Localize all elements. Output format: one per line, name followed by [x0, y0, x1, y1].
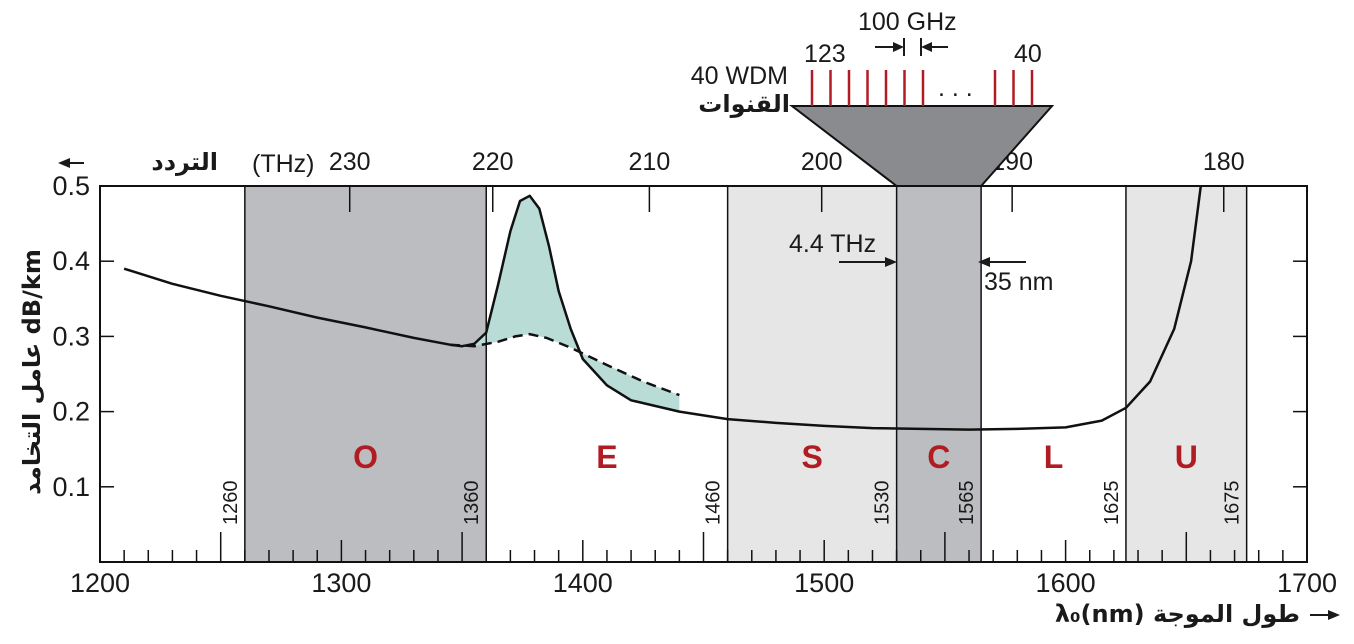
band-label-c: C: [927, 439, 950, 475]
top-tick-label: 230: [329, 148, 371, 176]
x-tick-label: 1300: [311, 568, 371, 598]
first-channels-label: 123: [804, 40, 846, 68]
band-region-c: [896, 186, 982, 562]
axis-labels: 1200 1300 1400 1500 1600 1700 0.1 0.2 0.3 0.4 0.5 1…: [52, 148, 1337, 598]
x-tick-label: 1400: [553, 568, 613, 598]
band-region-u: [1125, 186, 1247, 562]
band-region-o: [244, 186, 487, 562]
y-tick-label: 0.5: [52, 171, 90, 201]
top-tick-label: 180: [1203, 148, 1245, 176]
wdm-channel-diagram: [789, 70, 1055, 187]
c-band-thz-arrow: [839, 257, 897, 267]
x-axis-title: λ₀(nm) طول الموجة: [1055, 600, 1300, 628]
top-tick-label: 220: [472, 148, 514, 176]
top-axis-arrow: [58, 158, 84, 168]
wdm-funnel: [789, 105, 1055, 187]
y-axis-title: عامل التخامد dB/km: [18, 249, 46, 495]
x-tick-label: 1500: [794, 568, 854, 598]
band-edge-label: 1675: [1222, 481, 1244, 526]
top-axis-title: التردد: [151, 148, 218, 176]
band-edge-label: 1460: [703, 481, 725, 526]
y-tick-label: 0.1: [52, 472, 90, 502]
x-tick-label: 1700: [1277, 568, 1337, 598]
axis-ticks: [100, 185, 1307, 562]
channel-ellipsis: . . .: [938, 74, 973, 102]
channel-spacing-arrows: [875, 38, 948, 56]
band-label-s: S: [801, 439, 822, 475]
c-band-nm-annotation: 35 nm: [984, 268, 1053, 296]
y-tick-label: 0.2: [52, 397, 90, 427]
channel-spacing-label: 100 GHz: [858, 8, 957, 36]
top-tick-label: 200: [801, 148, 843, 176]
y-tick-label: 0.4: [52, 246, 90, 276]
y-tick-label: 0.3: [52, 321, 90, 351]
band-label-o: O: [353, 439, 378, 475]
x-tick-label: 1200: [70, 568, 130, 598]
band-edge-label: 1530: [872, 481, 894, 526]
last-channel-label: 40: [1014, 40, 1042, 68]
band-label-l: L: [1044, 439, 1064, 475]
top-axis-unit: (THz): [252, 150, 314, 178]
channels-word-label: القنوات: [698, 90, 790, 118]
band-edge-label: 1360: [461, 481, 483, 526]
x-axis-arrow: [1310, 610, 1340, 620]
attenuation-curve-solid: [123, 185, 1203, 431]
band-edge-label: 1260: [220, 481, 242, 526]
band-regions: [244, 186, 1247, 562]
c-band-thz-annotation: 4.4 THz: [789, 230, 876, 258]
top-tick-label: 210: [629, 148, 671, 176]
band-label-e: E: [596, 439, 617, 475]
band-label-u: U: [1175, 439, 1198, 475]
c-band-nm-arrow: [978, 257, 1026, 267]
band-edge-label: 1565: [956, 481, 978, 526]
wdm-count-label: 40 WDM: [691, 62, 788, 90]
band-edge-label: 1625: [1101, 481, 1123, 526]
band-region-s: [727, 186, 897, 562]
x-tick-label: 1600: [1036, 568, 1096, 598]
